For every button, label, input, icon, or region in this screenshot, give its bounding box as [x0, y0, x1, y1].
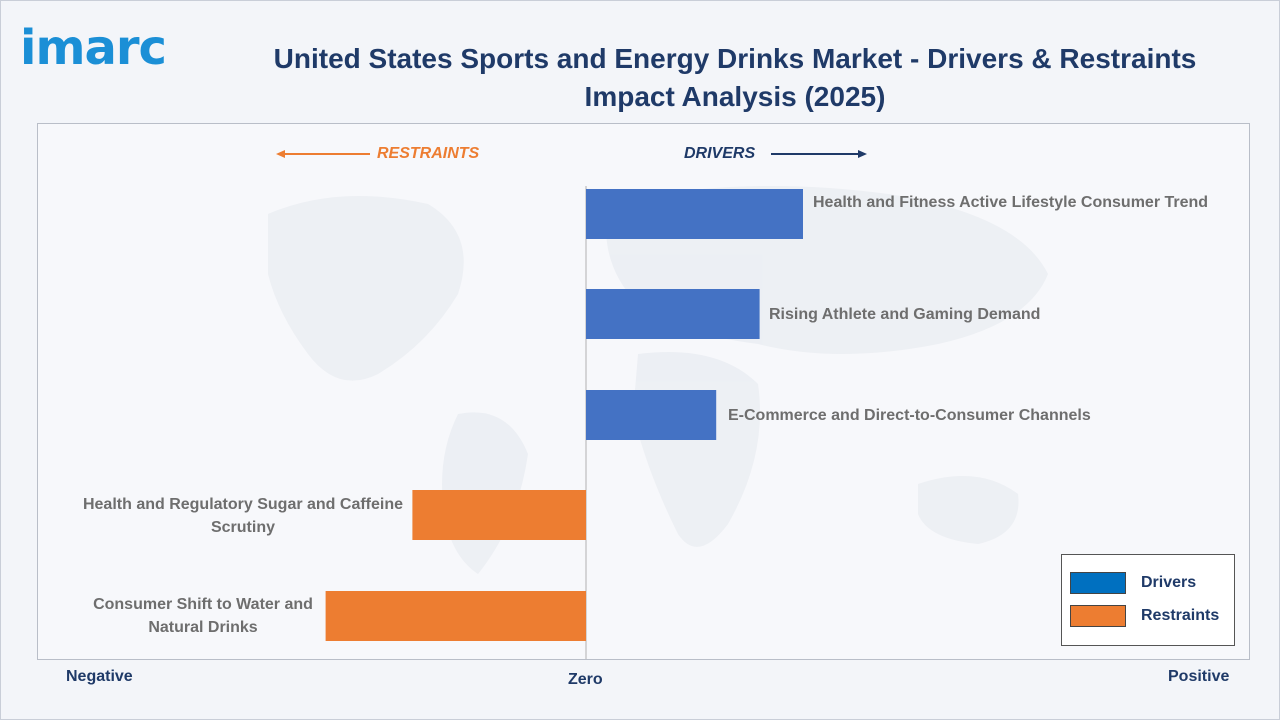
- axis-zero-label: Zero: [568, 671, 603, 688]
- legend-item-restraints: Restraints: [1070, 604, 1219, 628]
- legend: Drivers Restraints: [1061, 554, 1235, 646]
- restraints-direction-label: RESTRAINTS: [377, 145, 480, 162]
- axis-negative-label: Negative: [66, 668, 133, 685]
- bar-water-natural: [325, 591, 586, 641]
- bar-ecommerce: [586, 390, 717, 440]
- bar-label-health-fitness: Health and Fitness Active Lifestyle Cons…: [813, 194, 1209, 211]
- plot-area: [37, 123, 1250, 660]
- drivers-direction-label: DRIVERS: [684, 145, 756, 162]
- map-shape-north-america: [268, 196, 464, 381]
- axis-positive-label: Positive: [1168, 668, 1230, 685]
- legend-swatch-restraints: [1070, 605, 1126, 627]
- restraints-arrow: [276, 150, 370, 158]
- bar-label-sugar-caffeine: Health and Regulatory Sugar and Caffeine…: [82, 496, 404, 536]
- imarc-logo: imarc: [20, 20, 167, 76]
- legend-item-drivers: Drivers: [1070, 571, 1196, 595]
- bar-health-fitness: [586, 189, 803, 239]
- bar-label-water-natural: Consumer Shift to Water and Natural Drin…: [93, 596, 313, 636]
- bar-label-ecommerce: E-Commerce and Direct-to-Consumer Channe…: [728, 407, 1091, 424]
- bar-sugar-caffeine: [412, 490, 586, 540]
- bar-athlete-gaming: [586, 289, 760, 339]
- map-shape-australia: [918, 476, 1019, 544]
- legend-label-drivers: Drivers: [1141, 574, 1197, 591]
- legend-label-restraints: Restraints: [1141, 607, 1220, 624]
- drivers-arrow: [771, 150, 867, 158]
- map-shape-africa: [633, 352, 760, 547]
- legend-swatch-drivers: [1070, 572, 1126, 594]
- plot-svg: [268, 150, 1048, 659]
- bar-label-athlete-gaming: Rising Athlete and Gaming Demand: [769, 306, 1041, 323]
- bars-group: [325, 189, 803, 641]
- chart-title: United States Sports and Energy Drinks M…: [273, 43, 1197, 112]
